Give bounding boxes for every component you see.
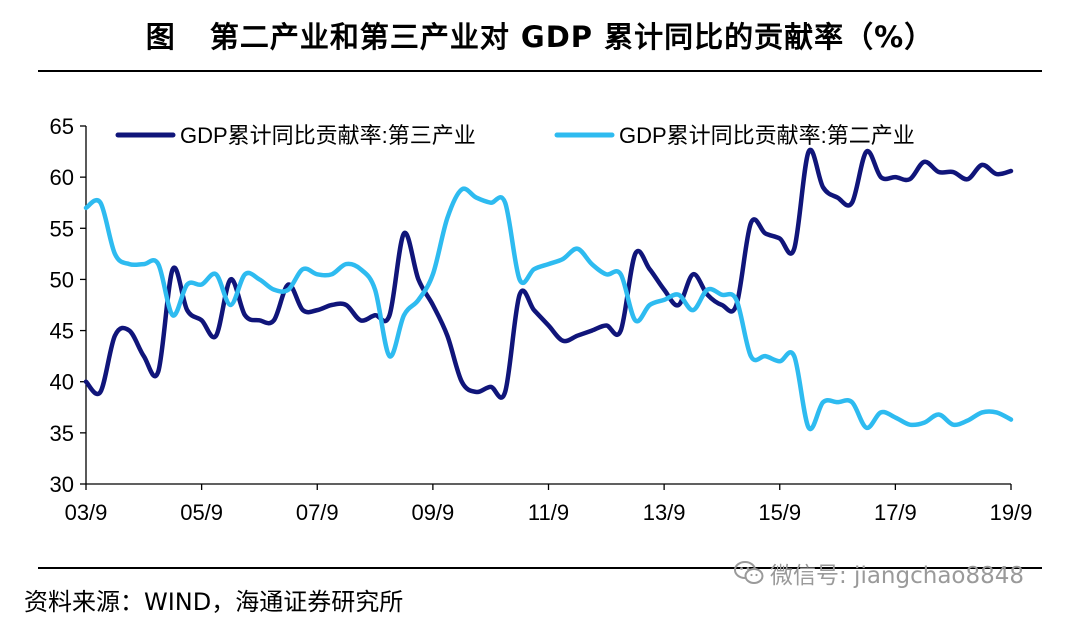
y-tick-label: 40: [50, 370, 74, 395]
series-line-secondary: [83, 186, 1014, 432]
y-tick-label: 30: [50, 472, 74, 497]
figure-label: 图: [145, 20, 176, 54]
y-tick-label: 65: [50, 114, 74, 139]
y-tick-label: 50: [50, 267, 74, 292]
top-rule: [38, 70, 1042, 72]
figure-title: 第二产业和第三产业对 GDP 累计同比的贡献率（%）: [209, 20, 935, 54]
x-tick-label: 03/9: [65, 500, 108, 525]
x-tick-label: 07/9: [296, 500, 339, 525]
legend-label: GDP累计同比贡献率:第二产业: [619, 123, 915, 148]
figure-header: 图第二产业和第三产业对 GDP 累计同比的贡献率（%）: [0, 0, 1080, 70]
source-note: 资料来源：WIND，海通证券研究所: [24, 588, 404, 616]
y-tick-label: 60: [50, 165, 74, 190]
x-tick-label: 15/9: [758, 500, 801, 525]
x-tick-label: 09/9: [411, 500, 454, 525]
x-tick-label: 11/9: [528, 500, 569, 525]
watermark-text: 微信号: jiangchao8848: [770, 563, 1025, 589]
y-tick-label: 45: [50, 319, 74, 344]
x-tick-label: 17/9: [874, 500, 917, 525]
x-tick-label: 05/9: [180, 500, 223, 525]
line-chart: 30 35 40 45 50 55 60 65 03/9 05/9 07/9 09/9 11/9 13/9…: [50, 114, 1033, 525]
figure-title-row: 图第二产业和第三产业对 GDP 累计同比的贡献率（%）: [0, 14, 1080, 56]
y-tick-label: 35: [50, 421, 74, 446]
y-tick-label: 55: [50, 216, 74, 241]
bottom-rule: [38, 567, 1042, 569]
wechat-icon: [734, 561, 764, 584]
x-tick-label: 19/9: [990, 500, 1033, 525]
watermark: 微信号: jiangchao8848: [734, 556, 1024, 590]
legend-label: GDP累计同比贡献率:第三产业: [180, 123, 476, 148]
x-tick-label: 13/9: [643, 500, 686, 525]
series-line-tertiary: [83, 147, 1014, 400]
